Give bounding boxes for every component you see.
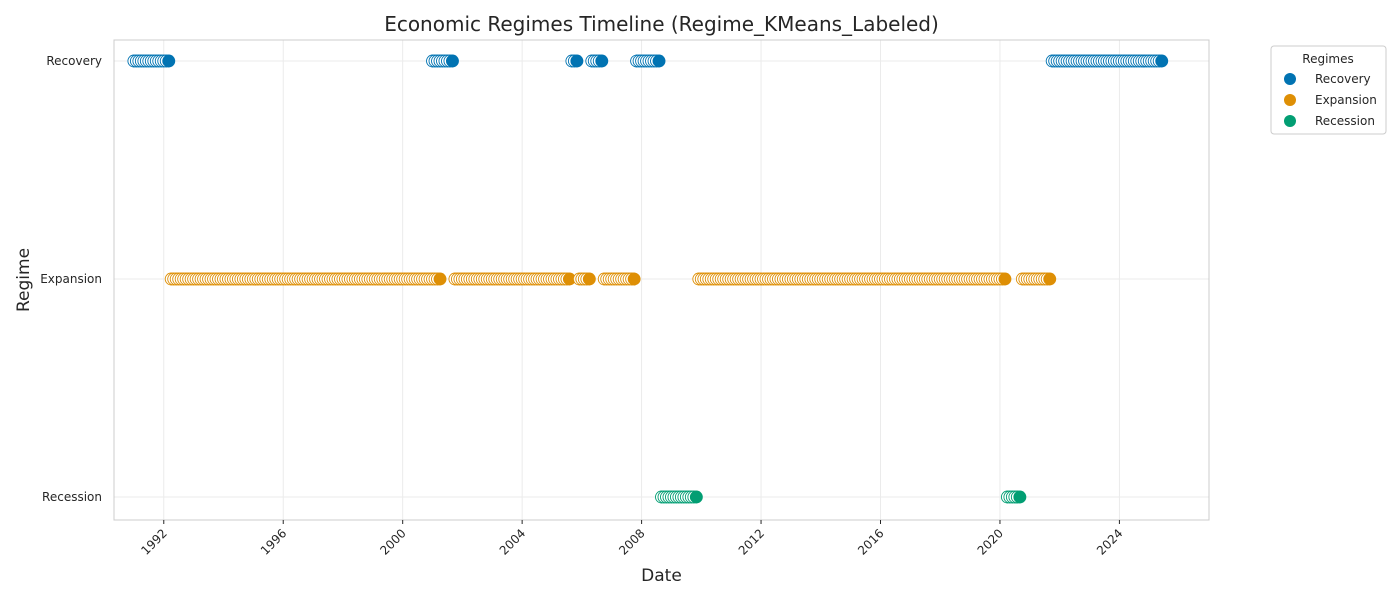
legend: Regimes Recovery Expansion Recession — [1270, 45, 1387, 135]
x-axis-ticks: 1992 1996 2000 2004 2008 2012 2016 2020 2024 — [138, 520, 1126, 558]
data-point — [570, 54, 584, 68]
data-point — [446, 54, 459, 68]
x-axis-label: Date — [641, 566, 682, 586]
data-point — [998, 272, 1012, 286]
series-recovery — [127, 54, 1169, 68]
y-axis-ticks: Recovery Expansion Recession — [40, 54, 102, 504]
y-axis-label: Regime — [14, 248, 34, 312]
data-point — [1043, 272, 1057, 286]
legend-title: Regimes — [1302, 52, 1353, 66]
x-tick-label: 1996 — [258, 526, 289, 557]
legend-entries: Recovery Expansion Recession — [1284, 72, 1377, 128]
legend-label-expansion: Expansion — [1315, 93, 1377, 107]
data-point — [582, 272, 596, 286]
x-tick-label: 2020 — [975, 526, 1006, 557]
chart-title: Economic Regimes Timeline (Regime_KMeans… — [384, 12, 939, 36]
data-point — [1155, 54, 1169, 68]
data-point — [627, 272, 641, 286]
series-expansion — [164, 272, 1057, 286]
data-point — [689, 490, 703, 504]
x-tick-label: 2000 — [377, 526, 408, 557]
legend-label-recovery: Recovery — [1315, 72, 1371, 86]
legend-marker-expansion — [1284, 94, 1296, 106]
x-tick-label: 2004 — [497, 526, 528, 557]
legend-label-recession: Recession — [1315, 114, 1375, 128]
x-tick-label: 1992 — [138, 526, 169, 557]
data-point — [162, 54, 176, 68]
data-points — [127, 54, 1169, 504]
legend-marker-recession — [1284, 115, 1296, 127]
legend-marker-recovery — [1284, 73, 1296, 85]
x-tick-label: 2024 — [1094, 526, 1125, 557]
y-tick-label: Recession — [42, 490, 102, 504]
x-tick-label: 2008 — [616, 526, 647, 557]
plot-area-frame — [113, 39, 1210, 521]
legend-box — [1270, 45, 1387, 135]
data-point — [595, 54, 609, 68]
data-point — [433, 272, 447, 286]
x-tick-label: 2012 — [736, 526, 767, 557]
data-point — [652, 54, 666, 68]
y-tick-label: Expansion — [40, 272, 102, 286]
x-tick-label: 2016 — [855, 526, 886, 557]
y-tick-label: Recovery — [46, 54, 102, 68]
series-recession — [655, 490, 1027, 504]
data-point — [1013, 490, 1027, 504]
